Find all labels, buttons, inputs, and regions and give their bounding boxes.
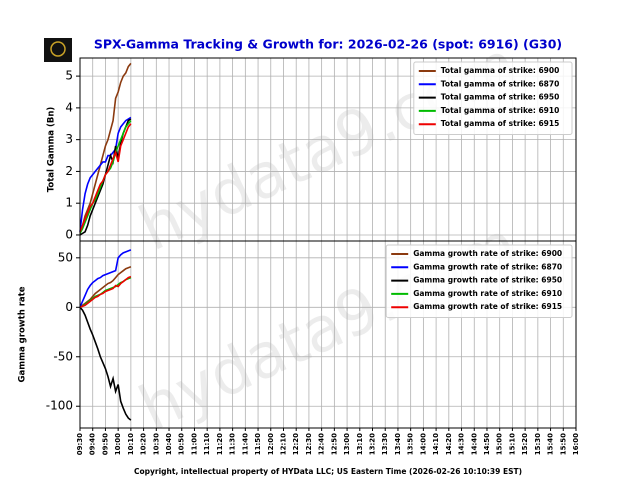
series-line: [79, 275, 132, 309]
x-tick-label: 12:10: [279, 433, 287, 455]
series-line: [79, 62, 132, 234]
x-tick-label: 10:20: [140, 433, 148, 455]
y-tick-label: 0: [65, 227, 73, 241]
x-tick-label: 12:50: [330, 433, 338, 455]
x-tick-label: 13:50: [407, 433, 415, 455]
series-line: [79, 116, 132, 232]
x-tick-label: 14:50: [483, 433, 491, 455]
x-tick-label: 13:10: [356, 433, 364, 455]
legend-label: Gamma growth rate of strike: 6870: [413, 262, 562, 271]
x-tick-label: 11:50: [254, 433, 262, 455]
x-tick-label: 11:10: [203, 433, 211, 455]
series-line: [79, 249, 132, 308]
x-tick-label: 10:00: [114, 433, 122, 455]
y-axis-label: Gamma growth rate: [18, 286, 28, 382]
axes-frame: [79, 240, 577, 429]
x-tick-label: 09:40: [89, 433, 97, 455]
x-tick-label: 12:30: [305, 433, 313, 455]
y-tick-label: 0: [65, 300, 73, 314]
series-line: [79, 123, 132, 233]
x-tick-label: 13:20: [369, 433, 377, 455]
legend-label: Total gamma of strike: 6870: [441, 79, 560, 88]
x-tick-label: 13:30: [381, 433, 389, 455]
x-tick-label: 14:30: [458, 433, 466, 455]
x-tick-label: 09:30: [76, 433, 84, 455]
title: SPX-Gamma Tracking & Growth for: 2026-02…: [94, 37, 562, 52]
x-tick-label: 15:50: [559, 433, 567, 455]
footer: Copyright, intellectual property of HYDa…: [134, 467, 522, 476]
legend-label: Gamma growth rate of strike: 6915: [413, 302, 562, 311]
x-tick-label: 09:50: [101, 433, 109, 455]
y-axis-label: Total Gamma (Bn): [47, 107, 57, 193]
series-line: [79, 306, 132, 421]
logo-emblem: [50, 41, 66, 57]
y-tick-label: 5: [65, 69, 73, 83]
x-tick-label: 10:50: [178, 433, 186, 455]
x-tick-label: 13:00: [343, 433, 351, 455]
y-tick-label: 3: [65, 132, 73, 146]
y-tick-label: 1: [65, 196, 73, 210]
x-tick-label: 14:40: [470, 433, 478, 455]
legend-label: Gamma growth rate of strike: 6910: [413, 289, 562, 298]
x-tick-label: 14:10: [432, 433, 440, 455]
x-tick-label: 10:40: [165, 433, 173, 455]
legend-label: Total gamma of strike: 6910: [441, 106, 560, 115]
x-tick-label: 13:40: [394, 433, 402, 455]
x-tick-label: 14:20: [445, 433, 453, 455]
legend-label: Gamma growth rate of strike: 6950: [413, 276, 562, 285]
x-tick-label: 11:30: [229, 433, 237, 455]
legend-label: Total gamma of strike: 6950: [441, 93, 560, 102]
x-tick-label: 16:00: [572, 433, 580, 455]
legend-label: Gamma growth rate of strike: 6900: [413, 249, 562, 258]
x-tick-label: 12:00: [267, 433, 275, 455]
legend-box: [385, 244, 573, 318]
x-tick-label: 15:40: [547, 433, 555, 455]
y-tick-label: -50: [53, 349, 73, 363]
x-tick-label: 14:00: [419, 433, 427, 455]
x-tick-label: 15:00: [496, 433, 504, 455]
legend-box: [413, 61, 573, 135]
legend-label: Total gamma of strike: 6900: [441, 66, 560, 75]
x-tick-label: 12:20: [292, 433, 300, 455]
y-tick-label: 4: [65, 100, 73, 114]
x-tick-label: 15:20: [521, 433, 529, 455]
x-tick-label: 15:10: [508, 433, 516, 455]
x-tick-label: 15:30: [534, 433, 542, 455]
x-tick-label: 11:20: [216, 433, 224, 455]
x-tick-label: 10:10: [127, 433, 135, 455]
y-tick-label: 50: [58, 250, 73, 264]
legend-label: Total gamma of strike: 6915: [441, 119, 560, 128]
x-tick-label: 10:30: [152, 433, 160, 455]
x-tick-label: 11:00: [190, 433, 198, 455]
y-tick-label: 2: [65, 164, 73, 178]
y-tick-label: -100: [46, 399, 73, 413]
x-tick-label: 12:40: [318, 433, 326, 455]
x-tick-label: 11:40: [241, 433, 249, 455]
